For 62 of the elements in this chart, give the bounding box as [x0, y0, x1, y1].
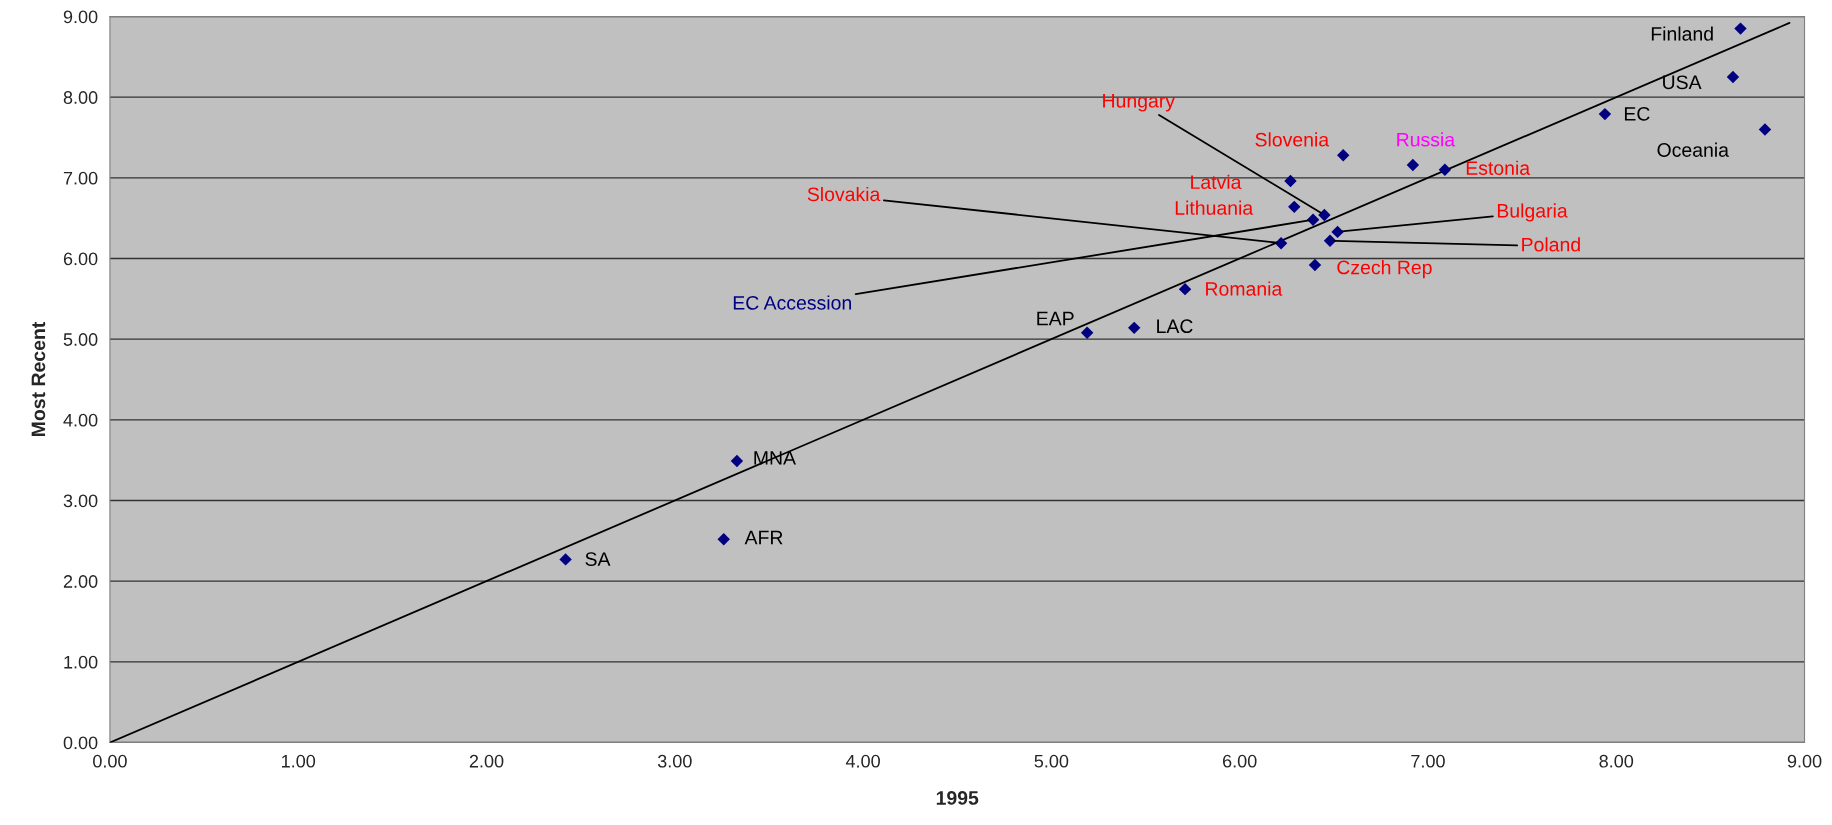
- annotation: Hungary: [1103, 94, 1175, 112]
- annotation: Estonia: [1466, 160, 1531, 175]
- y-tick-label: 3.00: [63, 494, 98, 508]
- y-tick-label: 6.00: [63, 252, 98, 266]
- point: [1758, 123, 1772, 136]
- y-tick-label: 4.00: [63, 413, 98, 427]
- x-tick-label: 9.00: [1787, 754, 1822, 768]
- point: [1288, 200, 1301, 214]
- x-tick-label: 6.00: [1223, 754, 1257, 768]
- y-tick-label: 2.00: [63, 575, 98, 588]
- annotation: Czech Rep: [1337, 260, 1432, 279]
- point: [1080, 326, 1094, 339]
- point: [1734, 22, 1747, 35]
- point: [1406, 158, 1420, 172]
- y-axis-title: Most Recent: [31, 321, 46, 436]
- annotation: Latvia: [1191, 174, 1242, 190]
- x-tick-label: 7.00: [1411, 754, 1445, 768]
- annotation: USA: [1663, 75, 1702, 90]
- x-tick-label: 4.00: [845, 754, 880, 768]
- y-tick-label: 0.00: [63, 736, 98, 750]
- annotation: Slovenia: [1255, 132, 1330, 147]
- point: [1308, 258, 1322, 272]
- annotation: SA: [585, 552, 611, 566]
- point: [1438, 163, 1452, 176]
- point: [1318, 208, 1331, 222]
- annotation: AFR: [744, 530, 783, 545]
- x-tick-label: 3.00: [657, 754, 692, 768]
- point: [1598, 107, 1612, 121]
- point: [559, 553, 572, 566]
- annotation: Romania: [1206, 281, 1283, 296]
- annotation: Finland: [1651, 26, 1713, 41]
- point: [1726, 70, 1740, 84]
- point: [730, 454, 744, 468]
- annotation: Poland: [1522, 237, 1580, 252]
- x-axis-title: 1995: [936, 791, 979, 805]
- point: [1274, 236, 1288, 250]
- annotation: Russia: [1397, 132, 1456, 147]
- point: [1331, 225, 1344, 239]
- y-tick-label: 7.00: [63, 171, 98, 185]
- y-tick-label: 1.00: [64, 655, 98, 669]
- annotation: LAC: [1157, 319, 1193, 334]
- point: [1284, 174, 1297, 188]
- annotation: EC Accession: [733, 295, 851, 310]
- point: [717, 533, 730, 546]
- annotation: Lithuania: [1175, 200, 1254, 215]
- annotation: Bulgaria: [1497, 203, 1568, 222]
- point: [1337, 149, 1350, 162]
- point: [1178, 282, 1192, 296]
- annotation: EC: [1624, 106, 1650, 121]
- x-tick-label: 0.00: [93, 754, 127, 768]
- annotation: EAP: [1037, 311, 1074, 326]
- point: [1306, 213, 1320, 226]
- x-tick-label: 5.00: [1034, 754, 1069, 768]
- x-tick-label: 1.00: [282, 754, 316, 768]
- x-tick-label: 8.00: [1599, 754, 1634, 768]
- annotation: Slovakia: [807, 186, 881, 202]
- y-tick-label: 5.00: [63, 333, 98, 346]
- y-tick-label: 8.00: [63, 91, 98, 104]
- point: [1128, 321, 1141, 335]
- y-tick-label: 9.00: [63, 10, 98, 24]
- annotation: Oceania: [1657, 142, 1729, 157]
- x-tick-label: 2.00: [469, 754, 504, 768]
